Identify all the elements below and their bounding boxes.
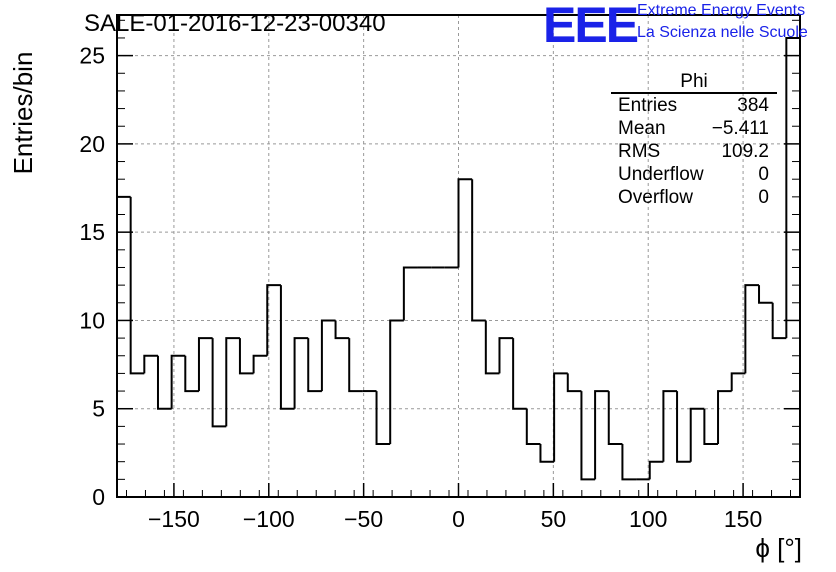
x-tick-label: 50 (541, 506, 567, 532)
histogram-bin (402, 266, 418, 321)
histogram-bin (621, 444, 637, 481)
y-tick-label: 20 (79, 131, 105, 157)
histogram-bin (553, 372, 568, 462)
histogram-bin (348, 338, 363, 393)
y-tick-label: 0 (92, 484, 105, 510)
histogram-bin (389, 319, 404, 445)
histogram-bin (266, 284, 281, 356)
histogram-bin (156, 355, 172, 410)
histogram-bin (689, 407, 705, 462)
histogram-bin (293, 337, 309, 409)
stats-label: Underflow (618, 164, 704, 185)
histogram-bin (252, 354, 268, 374)
histogram-bin (197, 337, 213, 392)
histogram-bin (225, 337, 240, 427)
stats-box: Phi Entries 384 Mean −5.411 RMS 109.2 Un… (611, 72, 777, 209)
chart-title: SALE-01-2016-12-23-00340 (84, 10, 386, 37)
x-tick-label: −150 (148, 506, 200, 532)
histogram-bin (143, 354, 158, 374)
histogram-bin (676, 391, 691, 463)
stats-value: 384 (737, 95, 769, 116)
stats-label: RMS (618, 141, 661, 162)
histogram-bin (717, 390, 732, 445)
histogram-bin (238, 338, 254, 375)
histogram-bin (607, 391, 623, 446)
stats-row: RMS 109.2 (611, 140, 777, 163)
histogram-bin (471, 179, 486, 322)
y-tick-label: 10 (79, 307, 105, 333)
histogram-bin (116, 195, 131, 497)
x-tick-label: −50 (344, 506, 383, 532)
histogram-bin (375, 391, 391, 446)
histogram-bin (307, 338, 322, 393)
histogram-bin (785, 36, 800, 339)
histogram-bin (648, 460, 664, 480)
eee-logo: EEE (543, 0, 639, 53)
histogram-bin (334, 320, 350, 340)
stats-title: Phi (611, 72, 777, 94)
tick-labels: −150 −100 −50 0 50 100 150 0 5 10 15 20 25 (79, 43, 762, 532)
stats-value: −5.411 (711, 118, 769, 139)
histogram-bin (170, 354, 186, 409)
histogram-bin (566, 373, 582, 393)
x-tick-label: −100 (243, 506, 295, 532)
histogram-bin (129, 196, 145, 375)
histogram-bin (758, 285, 773, 304)
stats-label: Mean (618, 118, 666, 139)
histogram-bin (580, 391, 596, 481)
histogram-bin (279, 285, 295, 410)
logo-line-2: La Scienza nelle Scuole (637, 24, 808, 41)
y-tick-label: 5 (92, 396, 105, 422)
histogram-bin (498, 337, 514, 374)
histogram-bin (484, 320, 500, 375)
y-tick-label: 25 (79, 43, 105, 69)
stats-row: Underflow 0 (611, 163, 777, 186)
histogram-bin (594, 390, 609, 480)
histogram-bin (744, 284, 760, 374)
y-axis-label: Entries/bin (8, 52, 38, 175)
histogram-bin (211, 338, 227, 428)
logo-line-1: Extreme Energy Events (637, 2, 806, 19)
stats-value: 109.2 (721, 141, 769, 162)
histogram-bin (771, 302, 787, 340)
histogram-bin (512, 338, 527, 410)
stats-label: Entries (618, 95, 678, 116)
histogram-bin (525, 408, 541, 446)
stats-value: 0 (758, 164, 769, 185)
x-tick-label: 150 (724, 506, 762, 532)
histogram-bin (457, 178, 473, 268)
stats-label: Overflow (618, 187, 693, 208)
histogram-bin (320, 319, 336, 392)
stats-row: Overflow 0 (611, 186, 777, 209)
histogram-bin (184, 355, 199, 393)
histogram-bin (730, 372, 746, 392)
histogram-bin (662, 390, 678, 462)
stats-value: 0 (758, 187, 769, 208)
x-axis-label: ϕ [°] (755, 533, 802, 563)
stats-row: Mean −5.411 (611, 117, 777, 140)
axis-ticks (117, 19, 800, 498)
x-tick-label: 0 (452, 506, 465, 532)
histogram-bin (539, 444, 555, 463)
stats-row: Entries 384 (611, 94, 777, 117)
x-tick-label: 100 (629, 506, 667, 532)
histogram-bin (703, 408, 719, 446)
y-tick-label: 15 (79, 219, 105, 245)
